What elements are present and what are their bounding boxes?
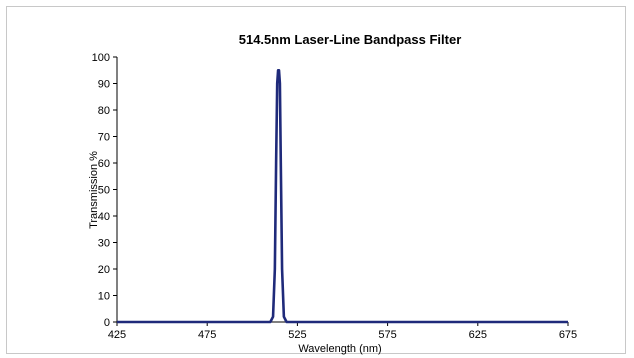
- chart-title: 514.5nm Laser-Line Bandpass Filter: [239, 32, 462, 47]
- series-layer: [117, 68, 568, 324]
- y-tick-label: 10: [98, 291, 110, 303]
- chart-frame: [6, 6, 626, 354]
- y-tick-label: 20: [98, 264, 110, 276]
- y-tick-label: 40: [98, 211, 110, 223]
- y-tick-label: 100: [92, 52, 110, 64]
- x-tick-label: 625: [469, 329, 487, 341]
- x-tick-label: 675: [559, 329, 577, 341]
- y-tick-label: 50: [98, 185, 110, 197]
- y-tick-label: 60: [98, 158, 110, 170]
- x-axis-label: Wavelength (nm): [298, 343, 381, 355]
- x-tick-label: 575: [378, 329, 396, 341]
- y-axis-label: Transmission %: [88, 151, 100, 229]
- y-tick-label: 70: [98, 132, 110, 144]
- y-tick-label: 30: [98, 238, 110, 250]
- y-axis-ticks: 0 10 20 30 40 50 60 70 80 90 100: [92, 52, 117, 329]
- x-tick-label: 525: [288, 329, 306, 341]
- x-tick-label: 475: [198, 329, 216, 341]
- transmission-series-line: [117, 68, 568, 324]
- x-tick-label: 425: [108, 329, 126, 341]
- y-tick-label: 90: [98, 79, 110, 91]
- y-tick-label: 0: [104, 317, 110, 329]
- y-tick-label: 80: [98, 105, 110, 117]
- x-axis-ticks: 425 475 525 575 625 675: [108, 322, 577, 341]
